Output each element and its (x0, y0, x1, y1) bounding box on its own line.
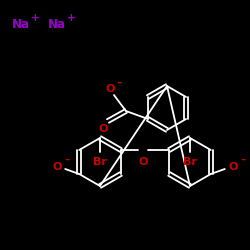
Text: O: O (52, 162, 62, 172)
Text: -: - (117, 78, 121, 88)
Text: Na: Na (48, 18, 66, 32)
Text: O: O (228, 162, 237, 172)
Text: -: - (240, 155, 245, 165)
Text: -: - (64, 155, 68, 165)
Text: Br: Br (183, 157, 197, 167)
Text: Na: Na (12, 18, 30, 32)
Text: O: O (98, 124, 108, 134)
Text: Br: Br (93, 157, 107, 167)
Text: O: O (105, 84, 115, 94)
Text: +: + (30, 13, 40, 23)
Text: +: + (66, 13, 76, 23)
Text: O: O (138, 157, 148, 167)
